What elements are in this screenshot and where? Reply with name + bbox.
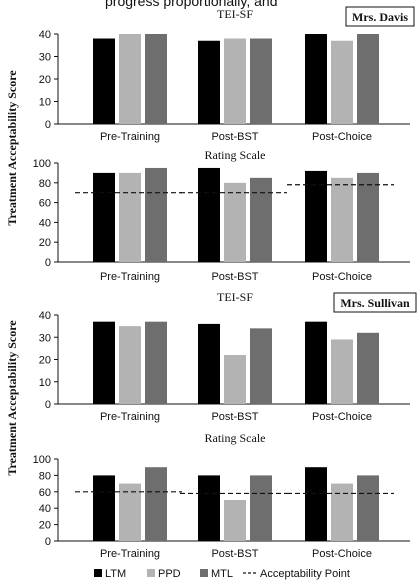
category-label: Post-Choice [312,131,372,143]
bar-mtl [357,332,379,404]
category-label: Post-Choice [312,548,372,560]
bar-mtl [145,34,167,124]
chart-panel-4: Rating Scale 0 20 40 60 80 100 Pre-Training Post… [33,431,410,560]
bar-ltm [198,475,220,541]
y-tick-label: 30 [39,332,51,344]
category-label: Pre-Training [100,411,160,423]
y-tick-label: 60 [39,487,51,499]
bar-ppd [331,177,353,262]
bar-mtl [250,38,272,124]
y-tick-label: 100 [33,454,51,466]
bar-ppd [119,34,141,124]
y-axis-label-davis: Treatment Acceptability Score [5,70,19,226]
bar-ltm [305,467,327,541]
legend-swatch-ltm [94,569,102,577]
panel-title: Rating Scale [205,148,266,162]
y-tick-label: 40 [39,29,51,41]
bar-ppd [331,339,353,404]
category-label: Post-Choice [312,271,372,283]
bar-ppd [119,483,141,541]
charts-container: TEI-SF 0 10 20 30 40 Pre-Training Post-BST Post-… [33,7,410,560]
bar-ltm [198,167,220,262]
y-tick-label: 40 [39,217,51,229]
panel-title: TEI-SF [217,7,253,21]
bar-ltm [93,172,115,262]
y-axis-labels: Treatment Acceptability Score Treatment … [5,70,19,476]
bar-ltm [305,321,327,404]
legend-label-ltm: LTM [105,568,126,580]
y-tick-label: 10 [39,377,51,389]
bar-ppd [224,38,246,124]
chart-panel-3: TEI-SF 0 10 20 30 40 Pre-Training Post-BST Post-… [39,290,410,423]
teacher-box-davis [345,6,415,27]
category-label: Pre-Training [100,271,160,283]
bar-mtl [250,328,272,404]
legend: LTM PPD MTL Acceptability Point [94,568,350,580]
bar-mtl [145,467,167,541]
y-tick-label: 40 [39,503,51,515]
bar-mtl [145,167,167,262]
teacher-labels: Mrs. Davis Mrs. Sullivan [333,6,417,313]
legend-label-mtl: MTL [211,568,233,580]
y-tick-label: 20 [39,74,51,86]
category-label: Post-BST [211,131,258,143]
y-tick-label: 0 [45,119,51,131]
bar-mtl [357,172,379,262]
category-label: Post-Choice [312,411,372,423]
y-tick-label: 0 [45,399,51,411]
teacher-name-davis: Mrs. Davis [352,10,408,24]
y-tick-label: 60 [39,198,51,210]
bar-mtl [357,475,379,541]
legend-swatch-mtl [200,569,208,577]
bar-ppd [224,182,246,262]
bar-mtl [357,34,379,124]
y-tick-label: 80 [39,178,51,190]
chart-panel-1: TEI-SF 0 10 20 30 40 Pre-Training Post-BST Post-… [39,7,410,143]
clipped-top-text: progress proportionally, and [105,0,278,9]
chart-panel-2: Rating Scale 0 20 40 60 80 100 Pre-Training Post… [33,148,410,283]
bar-ppd [119,326,141,404]
y-tick-label: 10 [39,97,51,109]
bar-mtl [145,321,167,404]
legend-label-ppd: PPD [158,568,181,580]
bar-ltm [198,40,220,124]
y-tick-label: 0 [45,257,51,269]
y-tick-label: 20 [39,237,51,249]
bar-ppd [224,500,246,541]
panel-title: TEI-SF [217,290,253,304]
bar-mtl [250,475,272,541]
teacher-name-sullivan: Mrs. Sullivan [340,296,410,310]
bar-ltm [198,323,220,404]
bar-ppd [224,355,246,404]
y-tick-label: 100 [33,158,51,170]
bar-ltm [93,38,115,124]
panel-title: Rating Scale [205,431,266,445]
teacher-box-sullivan [333,292,417,313]
y-tick-label: 30 [39,52,51,64]
legend-label-acceptability: Acceptability Point [260,568,350,580]
bar-ppd [119,172,141,262]
category-label: Post-BST [211,271,258,283]
category-label: Post-BST [211,411,258,423]
y-tick-label: 0 [45,536,51,548]
category-label: Pre-Training [100,131,160,143]
bar-ltm [93,475,115,541]
bar-ppd [331,40,353,124]
y-axis-label-sullivan: Treatment Acceptability Score [5,320,19,476]
category-label: Post-BST [211,548,258,560]
y-tick-label: 20 [39,355,51,367]
y-tick-label: 80 [39,470,51,482]
y-tick-label: 20 [39,520,51,532]
y-tick-label: 40 [39,310,51,322]
category-label: Pre-Training [100,548,160,560]
bar-ltm [305,170,327,262]
bar-mtl [250,177,272,262]
bar-ltm [305,34,327,124]
legend-swatch-ppd [147,569,155,577]
bar-ltm [93,321,115,404]
bar-ppd [331,483,353,541]
